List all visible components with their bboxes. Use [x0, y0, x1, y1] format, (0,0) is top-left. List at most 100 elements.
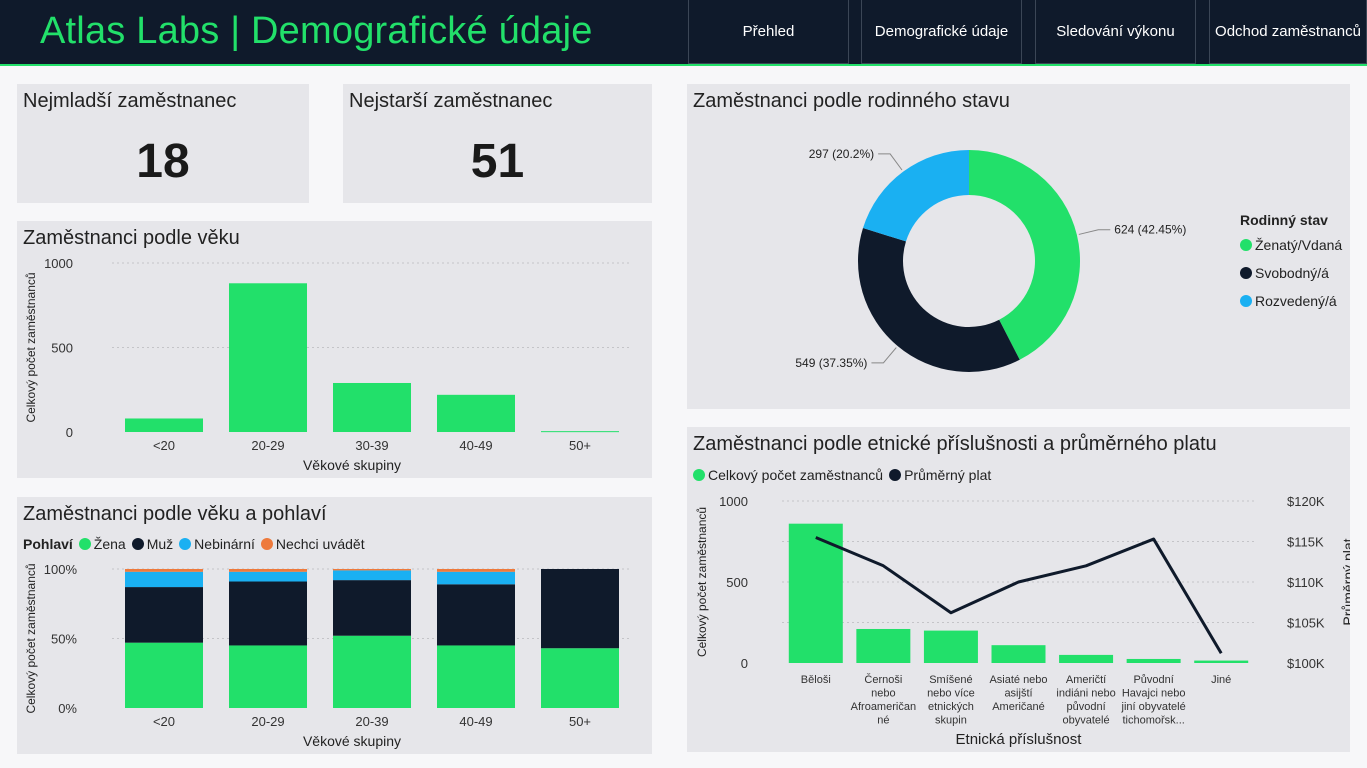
- y2-tick-label: $110K: [1287, 575, 1324, 590]
- legend-item-muz[interactable]: Muž: [131, 536, 173, 552]
- x-tick-label: Smíšené nebo více etnických skupin: [927, 674, 975, 727]
- bar-cernosi-nebo-afroamerican-ne: [856, 628, 911, 663]
- data-label-leader: [878, 153, 903, 171]
- nav-tab-demographics[interactable]: Demografické údaje: [861, 0, 1022, 64]
- x-tick-label: 20-29: [251, 438, 284, 453]
- y-tick-label: 100%: [44, 562, 78, 577]
- segment-nebinarni-20-39: [333, 570, 411, 581]
- bar-asiate-nebo-asijsti-americane: [991, 645, 1046, 663]
- y2-axis-label: Průměrný plat: [1340, 538, 1350, 625]
- data-label-leader: [871, 347, 897, 364]
- ethnicity-combo-chart: 0 500 1000 $100K $105K $110K $115K $120K Celkový…: [695, 494, 1350, 748]
- segment-nechci-uvadet-20-29: [229, 569, 307, 572]
- kpi-value-youngest: 18: [136, 135, 190, 188]
- x-tick-label: 40-49: [459, 438, 492, 453]
- y-tick-label: 0: [741, 656, 748, 671]
- marital-chart-card: Zaměstnanci podle rodinného stavu 624 (4…: [687, 84, 1350, 409]
- kpi-label-youngest: Nejmladší zaměstnanec: [23, 90, 237, 112]
- nav-tab-performance[interactable]: Sledování výkonu: [1035, 0, 1196, 64]
- kpi-label-oldest: Nejstarší zaměstnanec: [349, 90, 553, 112]
- segment-zena-20: [125, 642, 203, 708]
- segment-zena-20-29: [229, 645, 307, 708]
- legend-label: Celkový počet zaměstnanců: [708, 467, 884, 483]
- legend-item-celkovy-pocet-zamestnancu[interactable]: Celkový počet zaměstnanců: [693, 467, 883, 483]
- y-axis-label: Celkový počet zaměstnanců: [24, 272, 38, 422]
- y-tick-label: 500: [51, 341, 73, 356]
- x-axis-label: Etnická příslušnost: [956, 731, 1083, 748]
- y2-tick-label: $120K: [1287, 494, 1325, 509]
- segment-zena-40-49: [437, 645, 515, 708]
- nav-tab-overview[interactable]: Přehled: [688, 0, 849, 64]
- legend-item-nechci-uvadet[interactable]: Nechci uvádět: [260, 536, 365, 552]
- gender-legend-title: Pohlaví: [23, 536, 73, 552]
- segment-muz-20: [125, 587, 203, 643]
- bar-20-29: [229, 283, 307, 432]
- ethnicity-chart-title: Zaměstnanci podle etnické příslušnosti a…: [693, 433, 1217, 455]
- x-tick-label: Asiaté nebo asijští Američané: [989, 674, 1047, 713]
- legend-dot: [1240, 267, 1252, 279]
- nav-tab-attrition[interactable]: Odchod zaměstnanců: [1209, 0, 1367, 64]
- donut-slice-svobodny-a: [858, 228, 1020, 373]
- legend-label: Nebinární: [194, 536, 255, 552]
- kpi-value-oldest: 51: [470, 135, 525, 188]
- ethnicity-chart-card: Zaměstnanci podle etnické příslušnosti a…: [687, 427, 1350, 752]
- bar-50: [541, 431, 619, 433]
- bar-americti-indiani-nebo-puvodni-obyvatele: [1059, 654, 1114, 663]
- x-tick-label: 50+: [569, 438, 591, 453]
- legend-label: Rozvedený/á: [1255, 293, 1337, 309]
- legend-dot: [693, 469, 705, 481]
- x-tick-label: Původní Havajci nebo jiní obyvatelé tichomo…: [1121, 674, 1186, 727]
- segment-muz-20-29: [229, 581, 307, 646]
- marital-legend-title: Rodinný stav: [1240, 212, 1328, 228]
- segment-muz-20-39: [333, 580, 411, 636]
- segment-muz-50: [541, 569, 619, 649]
- segment-nechci-uvadet-40-49: [437, 569, 515, 572]
- bar-puvodni-havajci-nebo-jini-obyvatele-tichomorsk: [1126, 658, 1181, 663]
- y2-tick-label: $100K: [1287, 656, 1325, 671]
- y-axis-label: Celkový počet zaměstnanců: [695, 507, 709, 657]
- data-label-zenaty-vdana: 624 (42.45%): [1114, 223, 1186, 237]
- y-axis-label: Celkový počet zaměstnanců: [24, 563, 38, 713]
- data-label-rozvedeny-a: 297 (20.2%): [809, 147, 874, 161]
- legend-item-rozvedeny-a[interactable]: Rozvedený/á: [1240, 293, 1342, 309]
- y-tick-label: 0%: [58, 701, 77, 716]
- x-tick-label: 20-39: [355, 714, 388, 729]
- y-tick-label: 50%: [51, 632, 77, 647]
- age-bar-chart: 0 500 1000 Celkový počet zaměstnanců <20 20-2…: [24, 256, 632, 473]
- legend-dot: [1240, 295, 1252, 307]
- legend-item-svobodny-a[interactable]: Svobodný/á: [1240, 265, 1342, 281]
- kpi-card-oldest: Nejstarší zaměstnanec 51: [343, 84, 652, 203]
- legend-item-zena[interactable]: Žena: [78, 536, 126, 552]
- legend-dot: [889, 469, 902, 481]
- legend-dot: [179, 538, 192, 550]
- segment-nebinarni-20: [125, 571, 203, 588]
- bar-jine: [1194, 660, 1249, 663]
- legend-item-zenaty-vdana[interactable]: Ženatý/Vdaná: [1240, 237, 1342, 253]
- data-label-leader: [1078, 229, 1111, 235]
- marital-donut-chart: 624 (42.45%) 549 (37.35%) 297 (20.2%): [795, 147, 1186, 373]
- y-tick-label: 0: [66, 425, 73, 440]
- segment-nechci-uvadet-20: [125, 569, 203, 572]
- ethnicity-legend: Celkový počet zaměstnanců Průměrný plat: [693, 467, 997, 483]
- line-series-avg-salary: [815, 536, 1223, 655]
- segment-zena-50: [541, 648, 619, 708]
- legend-item-prumerny-plat[interactable]: Průměrný plat: [889, 467, 991, 483]
- legend-label: Průměrný plat: [904, 467, 992, 483]
- donut-slice-rozvedeny-a: [863, 150, 969, 242]
- legend-label: Žena: [93, 536, 126, 552]
- marital-legend: Rodinný stav Ženatý/Vdaná Svobodný/á Rozve…: [1240, 212, 1342, 321]
- x-axis-label: Věkové skupiny: [303, 457, 401, 473]
- segment-zena-20-39: [333, 635, 411, 708]
- legend-item-nebinarni[interactable]: Nebinární: [179, 536, 255, 552]
- legend-dot: [1240, 239, 1252, 251]
- segment-muz-40-49: [437, 584, 515, 646]
- segment-nechci-uvadet-20-39: [333, 569, 411, 571]
- x-tick-label: Američtí indiáni nebo původní obyvatelé: [1056, 674, 1115, 727]
- legend-dot: [78, 538, 91, 550]
- x-tick-label: <20: [153, 438, 175, 453]
- y-tick-label: 500: [726, 575, 748, 590]
- x-tick-label: Černoši nebo Afroameričan né: [851, 673, 916, 727]
- age-gender-chart-title: Zaměstnanci podle věku a pohlaví: [23, 503, 327, 525]
- marital-chart-title: Zaměstnanci podle rodinného stavu: [693, 90, 1010, 112]
- age-gender-chart-card: Zaměstnanci podle věku a pohlaví Pohlaví…: [17, 497, 652, 754]
